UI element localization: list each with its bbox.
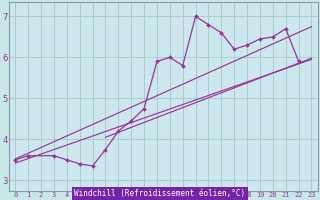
Text: Windchill (Refroidissement éolien,°C): Windchill (Refroidissement éolien,°C): [75, 189, 245, 198]
